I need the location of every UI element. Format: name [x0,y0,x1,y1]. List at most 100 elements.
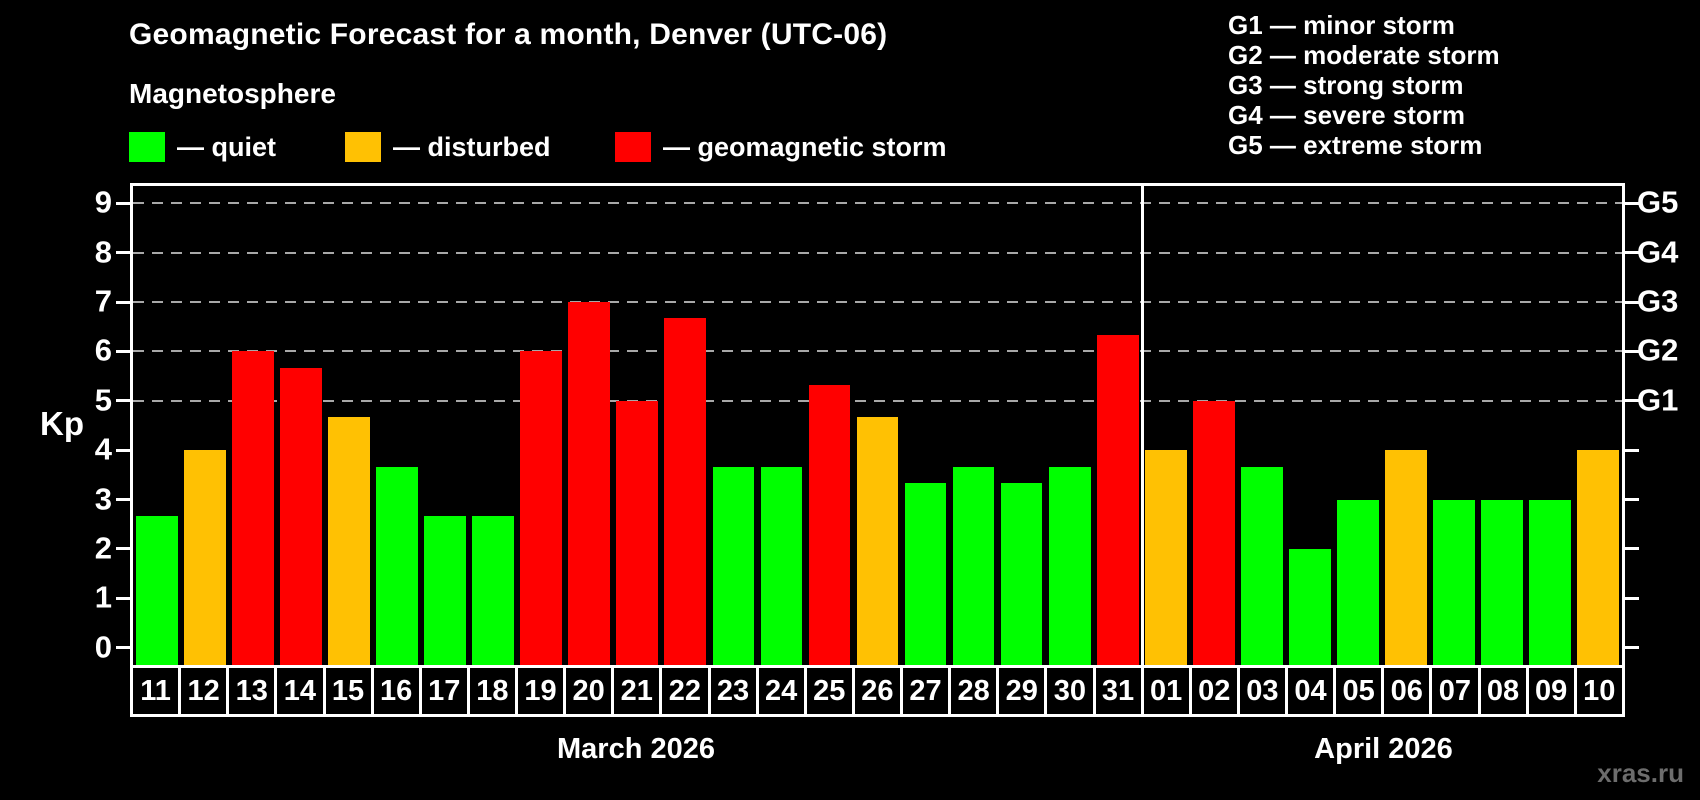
plot-area [130,183,1625,668]
day-label-17: 17 [422,668,470,714]
day-label-07: 07 [1432,668,1481,714]
bar-day-18-quiet [472,515,515,665]
right-axis-label-g1: G1 [1637,382,1679,418]
day-label-21: 21 [614,668,663,714]
g-scale-legend: G1 — minor storm G2 — moderate storm G3 … [1228,10,1500,160]
bar-day-22-storm [664,318,707,665]
bar-day-06-disturbed [1384,450,1427,665]
day-label-10: 10 [1583,674,1616,707]
bar-day-12-disturbed [184,450,226,665]
bar-day-30-quiet [1048,466,1091,665]
right-tick-kp-2 [1625,547,1639,551]
g5-legend-line: G5 — extreme storm [1228,130,1483,160]
day-label-03: 03 [1240,668,1288,714]
y-tick-label-3: 3 [94,480,112,516]
g4-legend-line: G4 — severe storm [1228,100,1466,130]
right-tick-kp-7 [1625,300,1639,304]
y-tick-label-0: 0 [94,628,112,664]
right-axis-label-g4: G4 [1637,233,1679,269]
watermark: xras.ru [1597,758,1684,788]
right-tick-kp-9 [1625,201,1639,205]
day-label-14: 14 [277,668,326,714]
day-label-27: 27 [903,668,952,714]
page-title: Geomagnetic Forecast for a month, Denver… [129,18,888,51]
plot-inner [133,186,1622,665]
left-tick-kp-2 [116,547,130,551]
bar-day-07-quiet [1432,499,1475,665]
day-label-30: 30 [1047,668,1096,714]
bar-day-19-storm [520,351,563,665]
bar-day-24-quiet [760,466,803,665]
right-tick-kp-1 [1625,596,1639,600]
legend-item-quiet: — quiet [129,131,276,163]
right-axis-label-g2: G2 [1637,332,1679,368]
bar-day-25-storm [808,384,851,665]
gridline-kp-8 [133,251,1622,254]
right-tick-kp-6 [1625,349,1639,353]
month-divider-line [1140,186,1144,665]
right-axis-label-g3: G3 [1637,283,1679,319]
left-tick-kp-7 [116,300,130,304]
legend-label-disturbed: — disturbed [393,131,551,162]
bar-day-14-storm [280,367,322,665]
left-tick-kp-9 [116,201,130,205]
bar-day-31-storm [1096,335,1139,665]
bar-day-26-disturbed [856,417,899,665]
day-label-23: 23 [711,668,759,714]
storm-color-swatch [615,132,651,162]
gridline-kp-5 [133,399,1622,402]
month-label-april: April 2026 [1314,733,1453,765]
day-label-16: 16 [374,668,422,714]
legend-label-quiet: — quiet [177,131,276,162]
day-label-09: 09 [1529,668,1577,714]
y-tick-label-7: 7 [94,283,112,319]
bar-day-27-quiet [904,483,947,665]
right-tick-kp-3 [1625,498,1639,502]
day-label-08: 08 [1481,668,1529,714]
bar-day-09-quiet [1529,499,1571,665]
y-tick-label-5: 5 [94,382,112,418]
bar-day-08-quiet [1481,499,1523,665]
right-axis-label-g5: G5 [1637,184,1679,220]
bar-day-05-quiet [1336,499,1379,665]
day-label-22: 22 [662,668,711,714]
legend-item-storm: — geomagnetic storm [615,131,947,163]
day-label-19: 19 [518,668,567,714]
y-tick-label-2: 2 [94,530,112,566]
day-label-26: 26 [855,668,903,714]
day-label-05: 05 [1336,668,1385,714]
gridline-kp-7 [133,301,1622,304]
day-label-29: 29 [999,668,1048,714]
y-tick-label-1: 1 [94,579,112,615]
legend-item-disturbed: — disturbed [345,131,551,163]
bar-day-13-storm [232,351,274,665]
left-tick-kp-5 [116,399,130,403]
day-label-02: 02 [1192,668,1240,714]
bar-day-02-storm [1192,400,1235,665]
bar-day-28-quiet [952,466,995,665]
bar-day-20-storm [568,302,611,665]
day-axis-row: 11 12 13 14 15 16 17 18 19 20 21 22 23 24 25 26 27 28 29 30… [130,668,1625,717]
bar-day-21-storm [616,400,659,665]
bar-day-29-quiet [1000,483,1043,665]
magnetosphere-subtitle: Magnetosphere [129,78,336,109]
bar-day-23-quiet [712,466,755,665]
day-label-04: 04 [1288,668,1337,714]
g2-legend-line: G2 — moderate storm [1228,40,1500,70]
left-tick-kp-6 [116,349,130,353]
day-label-24: 24 [759,668,807,714]
gridline-kp-6 [133,350,1622,353]
bar-day-03-quiet [1240,466,1283,665]
day-label-01: 01 [1144,668,1192,714]
day-label-11: 11 [133,668,182,714]
y-tick-label-4: 4 [94,431,112,467]
left-tick-kp-1 [116,596,130,600]
right-tick-kp-4 [1625,448,1639,452]
bar-day-17-quiet [424,515,467,665]
day-label-13: 13 [229,668,278,714]
day-label-25: 25 [807,668,855,714]
y-axis-title: Kp [40,405,84,442]
gridline-kp-9 [133,202,1622,205]
disturbed-color-swatch [345,132,381,162]
